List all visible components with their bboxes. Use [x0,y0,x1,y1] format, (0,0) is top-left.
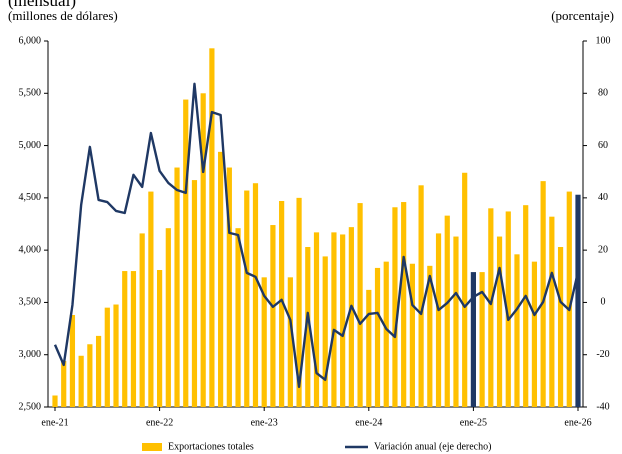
bar [235,228,241,407]
x-tick-label: ene-21 [41,417,68,428]
bar [157,270,163,407]
x-tick-label: ene-22 [146,417,173,428]
bar [348,227,354,407]
bar [165,228,171,407]
bar [444,215,450,407]
bar [383,261,389,407]
bar [270,225,276,407]
bar [279,200,285,407]
bar [374,267,381,407]
bar [453,236,459,407]
bar [287,277,293,407]
y2-tick-label: 20 [598,244,608,255]
y2-tick-label: 100 [596,35,611,46]
bar [130,271,137,407]
bar [575,194,581,407]
bar [200,93,206,408]
bar [340,234,346,407]
y2-tick-label: 80 [598,88,608,99]
y-tick-label: 5,000 [19,140,42,151]
bar [496,236,503,407]
y-tick-label: 3,500 [19,297,42,308]
bar [218,151,224,407]
bar [244,190,250,407]
bar [174,167,180,407]
x-tick-label: ene-23 [251,417,278,428]
x-tick-label: ene-25 [460,417,487,428]
x-tick-label: ene-26 [564,417,591,428]
bar [252,183,259,407]
bar [557,247,564,407]
legend-swatch [142,443,162,451]
bar [435,233,442,407]
bar [540,181,546,407]
bar [61,360,67,407]
y-tick-label: 5,500 [19,88,42,99]
bar [531,261,538,407]
bar [331,232,337,407]
bar [122,271,128,407]
y2-tick-label: 40 [598,192,608,203]
bar [69,314,76,407]
y-tick-label: 4,000 [19,244,42,255]
y2-tick-label: -20 [596,349,609,360]
bar [296,197,302,407]
bar [261,277,267,407]
bar [401,202,407,407]
legend-label: Variación anual (eje derecho) [374,441,491,452]
bar [191,180,198,407]
bar [418,185,424,407]
bar [78,355,84,407]
bar [183,99,189,407]
bar [305,247,311,407]
bar [566,191,572,407]
bar [366,289,372,407]
bar [226,167,232,407]
y-tick-label: 2,500 [19,401,42,412]
y2-tick-label: 60 [598,140,608,151]
bar [87,344,93,407]
bar [113,304,119,407]
y-axis-label: (millones de dólares) [8,8,118,23]
bar [104,307,110,407]
y-tick-label: 3,000 [19,349,42,360]
bar [488,208,494,407]
y2-tick-label: 0 [601,297,606,308]
legend-label: Exportaciones totales [168,441,254,452]
bar [427,265,433,407]
bar [479,272,485,407]
bar [209,48,215,407]
y-tick-label: 4,500 [19,192,42,203]
bar [392,207,398,407]
bar [505,211,511,407]
bar [139,233,145,407]
bar [470,272,476,407]
bar [462,172,468,407]
bar [523,205,529,407]
y2-axis-label: (porcentaje) [551,8,614,23]
bar [357,203,363,407]
y-tick-label: 6,000 [19,35,42,46]
bar [52,395,58,407]
bar [148,191,154,407]
y2-tick-label: -40 [596,401,609,412]
bar [514,254,520,407]
chart-title: (mensual) [8,0,76,10]
bar [95,335,102,407]
bar [549,216,555,407]
line-series [53,82,580,389]
bar [313,232,320,407]
bar [322,256,328,407]
x-tick-label: ene-24 [355,417,382,428]
bar [409,263,415,407]
